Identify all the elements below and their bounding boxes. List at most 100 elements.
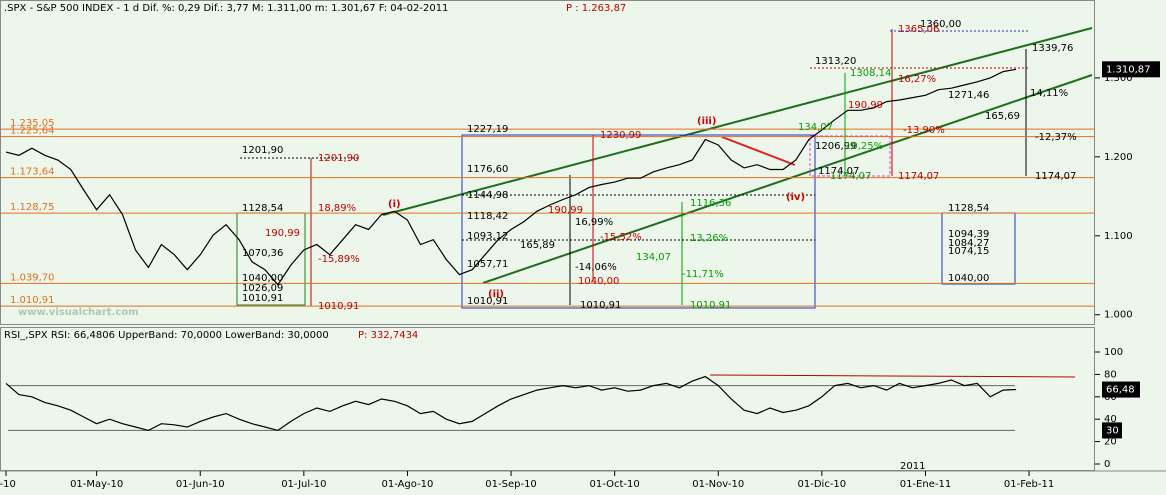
level-label: 1.235,05 <box>10 118 55 129</box>
pink-box <box>809 135 891 177</box>
annotation: 1040,00 <box>578 276 619 287</box>
annotation: 134,07 <box>798 122 833 133</box>
annotation: 1308,14 <box>850 68 891 79</box>
annotation: 1174,07 <box>818 166 859 177</box>
annotation: 1010,91 <box>467 296 508 307</box>
annotation: 1201,90 <box>318 153 359 164</box>
y-tick-label: 1.100 <box>1104 231 1133 242</box>
annotation: 1010,91 <box>318 301 359 312</box>
badge-label: 66,48 <box>1106 385 1135 396</box>
annotation: 1010,91 <box>242 293 283 304</box>
price-line <box>5 68 1017 286</box>
annotation: 1271,46 <box>948 90 989 101</box>
annotation: 1128,54 <box>948 203 989 214</box>
annotation: 1026,09 <box>242 283 283 294</box>
y-tick-label: 1.300 <box>1104 73 1133 84</box>
annotation: -15,52% <box>600 232 642 243</box>
level-label: 1.173,64 <box>10 167 55 178</box>
annotation: 16,99% <box>575 217 613 228</box>
annotation: 1010,91 <box>690 300 731 311</box>
red-line <box>721 136 796 166</box>
annotation: 165,89 <box>520 240 555 251</box>
wave-label: (i) <box>388 199 401 210</box>
blue-box <box>461 134 816 309</box>
chart-title: .SPX - S&P 500 INDEX - 1 d Dif. %: 0,29 … <box>4 3 448 14</box>
annotation: 1174,07 <box>830 171 871 182</box>
y-tick-label: 40 <box>1104 414 1117 425</box>
x-tick-label: 01-Feb-11 <box>1004 479 1054 490</box>
annotation: 1176,60 <box>467 164 508 175</box>
annotation: 16,27% <box>898 74 936 85</box>
annotation: 10,25% <box>845 141 883 152</box>
annotation: 1070,36 <box>242 248 283 259</box>
annotation: 1201,90 <box>242 145 283 156</box>
level-label: 1.128,75 <box>10 202 55 213</box>
annotation: 134,07 <box>636 252 671 263</box>
annotation: 1084,27 <box>948 238 989 249</box>
badge <box>1102 422 1122 439</box>
badge-label: 1.310,87 <box>1106 64 1151 75</box>
y-tick-label: 20 <box>1104 437 1117 448</box>
wave-label: (iv) <box>786 192 805 203</box>
rsi-title: RSI_,SPX RSI: 66,4806 UpperBand: 70,0000… <box>4 330 329 341</box>
badge <box>1102 381 1140 398</box>
annotation: -14,06% <box>575 262 617 273</box>
y-tick-label: 100 <box>1104 347 1123 358</box>
annotation: 1365,06 <box>898 24 939 35</box>
watermark: www.visualchart.com <box>18 307 139 318</box>
annotation: -12,37% <box>1035 132 1077 143</box>
annotation: 1040,00 <box>242 273 283 284</box>
p-line <box>709 374 1076 378</box>
x-tick-label: 01-Sep-10 <box>485 479 537 490</box>
annotation: 1116,36 <box>690 198 731 209</box>
annotation: -11,71% <box>682 269 724 280</box>
annotation: 1339,76 <box>1032 43 1073 54</box>
wave-label: (iii) <box>697 116 716 127</box>
annotation: 1227,19 <box>467 124 508 135</box>
chart-title-extra: P : 1.263,87 <box>566 3 626 14</box>
annotation: 1010,91 <box>580 300 621 311</box>
wave-label: (ii) <box>488 289 504 300</box>
annotation: 1174,07 <box>898 171 939 182</box>
x-tick-label: r-10 <box>0 479 16 490</box>
annotation: 1093,12 <box>467 231 508 242</box>
x-tick-label: 01-Ago-10 <box>381 479 433 490</box>
x-tick-label: 01-Nov-10 <box>692 479 744 490</box>
annotation: 190,99 <box>265 228 300 239</box>
year-label: 2011 <box>900 461 925 472</box>
badge-label: 30 <box>1106 425 1119 436</box>
annotation: 1206,99 <box>815 141 856 152</box>
annotation: 1074,15 <box>948 246 989 257</box>
annotation: 14,11% <box>1030 88 1068 99</box>
annotation: 1174,07 <box>1035 171 1076 182</box>
annotation: 1360,00 <box>920 19 961 30</box>
level-label: 1.225,64 <box>10 126 55 137</box>
price-panel <box>0 0 1095 325</box>
y-tick-label: 80 <box>1104 369 1117 380</box>
y-tick-label: 1.000 <box>1104 310 1133 321</box>
annotation: 165,69 <box>985 111 1020 122</box>
annotation: 1118,42 <box>467 211 508 222</box>
annotation: 1128,54 <box>242 203 283 214</box>
annotation: 1230,99 <box>600 130 641 141</box>
annotation: 1057,71 <box>467 259 508 270</box>
channel-upper <box>382 27 1093 216</box>
x-tick-label: 01-Ene-11 <box>900 479 951 490</box>
annotation: -15,89% <box>318 254 360 265</box>
drawings <box>236 27 1093 309</box>
annotation: 1144,98 <box>467 190 508 201</box>
annotation: 190,99 <box>848 100 883 111</box>
x-tick-label: 01-May-10 <box>70 479 123 490</box>
annotation: 1313,20 <box>815 56 856 67</box>
annotation: 13,26% <box>690 233 728 244</box>
x-tick-label: 01-Jun-10 <box>176 479 225 490</box>
rsi-line <box>5 375 1017 432</box>
annotation: 18,89% <box>318 203 356 214</box>
annotation: 1040,00 <box>948 273 989 284</box>
x-tick-label: 01-Oct-10 <box>590 479 640 490</box>
x-tick-label: 01-Jul-10 <box>281 479 326 490</box>
annotation: 1094,39 <box>948 229 989 240</box>
badge <box>1102 61 1160 78</box>
